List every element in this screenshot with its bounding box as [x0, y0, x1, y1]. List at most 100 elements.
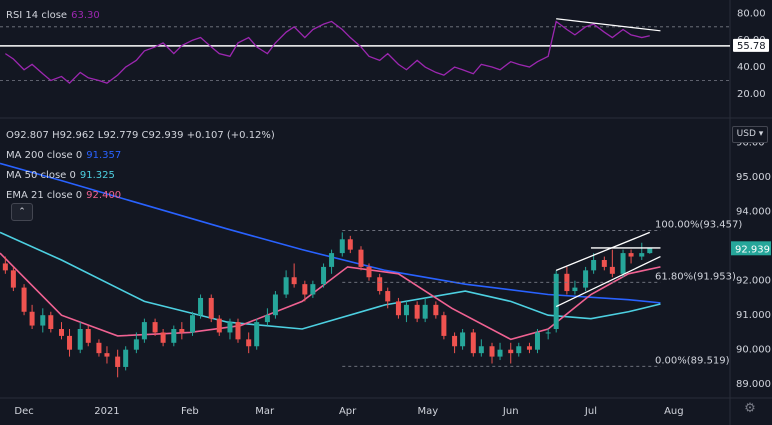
gear-icon[interactable]: ⚙	[744, 401, 756, 416]
ohlc-open: O92.807	[6, 130, 49, 141]
ma200-legend-value: 91.357	[86, 150, 122, 161]
price-tick-label: 89.000	[736, 379, 771, 390]
candle-body	[460, 332, 466, 347]
fib-level-label: 61.80%(91.953)	[655, 271, 736, 282]
candle-body	[358, 249, 364, 267]
rsi-line-tag	[733, 38, 769, 52]
candle-body	[59, 329, 65, 336]
candle-body	[433, 304, 439, 316]
fib-level-label: 100.00%(93.457)	[655, 219, 742, 230]
channel-upper-line	[555, 231, 651, 271]
time-tick-label: Aug	[664, 406, 684, 417]
candle-body	[123, 349, 129, 367]
fib-level-label: 0.00%(89.519)	[655, 355, 730, 366]
candle-body	[572, 287, 578, 292]
time-tick-label: Apr	[339, 406, 357, 417]
candle-body	[310, 284, 316, 295]
candle-body	[414, 304, 420, 319]
candle-body	[366, 266, 372, 278]
ma200-legend-title: MA 200 close 0	[6, 150, 83, 161]
candle-body	[21, 287, 27, 312]
candle-body	[216, 318, 222, 333]
candle-body	[553, 273, 559, 329]
candle-body	[591, 260, 597, 271]
candle-body	[67, 335, 73, 350]
candle-body	[40, 315, 46, 326]
candle-body	[647, 248, 653, 254]
candlesticks	[2, 232, 653, 378]
candle-body	[395, 301, 401, 316]
collapse-legend-button[interactable]: ⌃	[11, 203, 33, 221]
candle-body	[141, 322, 147, 340]
price-tick-label: 96.00	[736, 138, 765, 149]
candle-body	[104, 353, 110, 357]
candle-body	[227, 322, 233, 333]
time-tick-label: May	[417, 406, 438, 417]
candle-body	[508, 349, 514, 354]
candle-body	[272, 294, 278, 316]
candle-body	[377, 277, 383, 292]
candle-body	[179, 329, 185, 333]
ohlc-change: +0.107 (+0.12%)	[186, 130, 275, 141]
time-tick-label: 2021	[94, 406, 119, 417]
rsi-lines	[4, 18, 661, 85]
time-tick-label: Jun	[502, 406, 519, 417]
ohlc-high: H92.962	[52, 130, 95, 141]
candle-body	[441, 315, 447, 336]
ma50-legend-value: 91.325	[79, 170, 115, 181]
candle-body	[133, 339, 139, 350]
ohlc-low: L92.779	[97, 130, 139, 141]
candle-body	[545, 332, 551, 334]
candle-body	[283, 277, 289, 295]
candle-body	[152, 322, 158, 333]
time-tick-label: Mar	[255, 406, 275, 417]
candle-body	[497, 349, 503, 357]
ema21-legend-title: EMA 21 close 0	[6, 190, 83, 201]
candle-body	[198, 297, 204, 316]
ma50-legend-title: MA 50 close 0	[6, 170, 76, 181]
candle-body	[403, 304, 409, 316]
candle-body	[115, 356, 121, 367]
time-axis: Dec 2021 Feb Mar Apr May Jun Jul Aug	[14, 406, 683, 417]
rsi-trendline	[556, 18, 661, 32]
candle-body	[235, 322, 241, 340]
candle-body	[264, 315, 270, 323]
candle-body	[291, 277, 297, 285]
candle-body	[29, 311, 35, 326]
candle-body	[478, 346, 484, 354]
ma50-legend: MA 50 close 0 91.325	[6, 170, 115, 181]
candle-body	[620, 253, 626, 274]
price-tick-label: 94.000	[736, 207, 771, 218]
candle-body	[321, 266, 327, 285]
currency-label: USD	[736, 129, 756, 139]
candle-body	[609, 266, 615, 274]
candle-body	[639, 253, 645, 257]
ma200-legend: MA 200 close 0 91.357	[6, 150, 121, 161]
candle-body	[2, 263, 8, 271]
candle-body	[526, 346, 532, 350]
candle-body	[190, 315, 196, 333]
candle-body	[534, 332, 540, 350]
candle-body	[246, 339, 252, 347]
candle-body	[601, 260, 607, 267]
currency-button[interactable]: USD ▾	[732, 126, 768, 143]
ema21-legend-value: 92.400	[86, 190, 122, 201]
candle-body	[48, 315, 54, 329]
price-tick-label: 90.000	[736, 345, 771, 356]
time-tick-label: Dec	[14, 406, 33, 417]
series-line	[0, 252, 661, 341]
candle-body	[583, 270, 589, 288]
candle-body	[339, 239, 345, 254]
ohlc-close: C92.939	[141, 130, 184, 141]
candle-body	[171, 329, 177, 343]
candle-body	[516, 346, 522, 354]
rsi-tick-label: 40.00	[737, 62, 766, 73]
candle-body	[10, 270, 16, 288]
candle-body	[347, 239, 353, 250]
candle-body	[489, 346, 495, 357]
candle-body	[470, 332, 476, 354]
candle-body	[302, 284, 308, 295]
price-axis: 96.0095.00094.00093.00092.00091.00090.00…	[731, 138, 771, 390]
